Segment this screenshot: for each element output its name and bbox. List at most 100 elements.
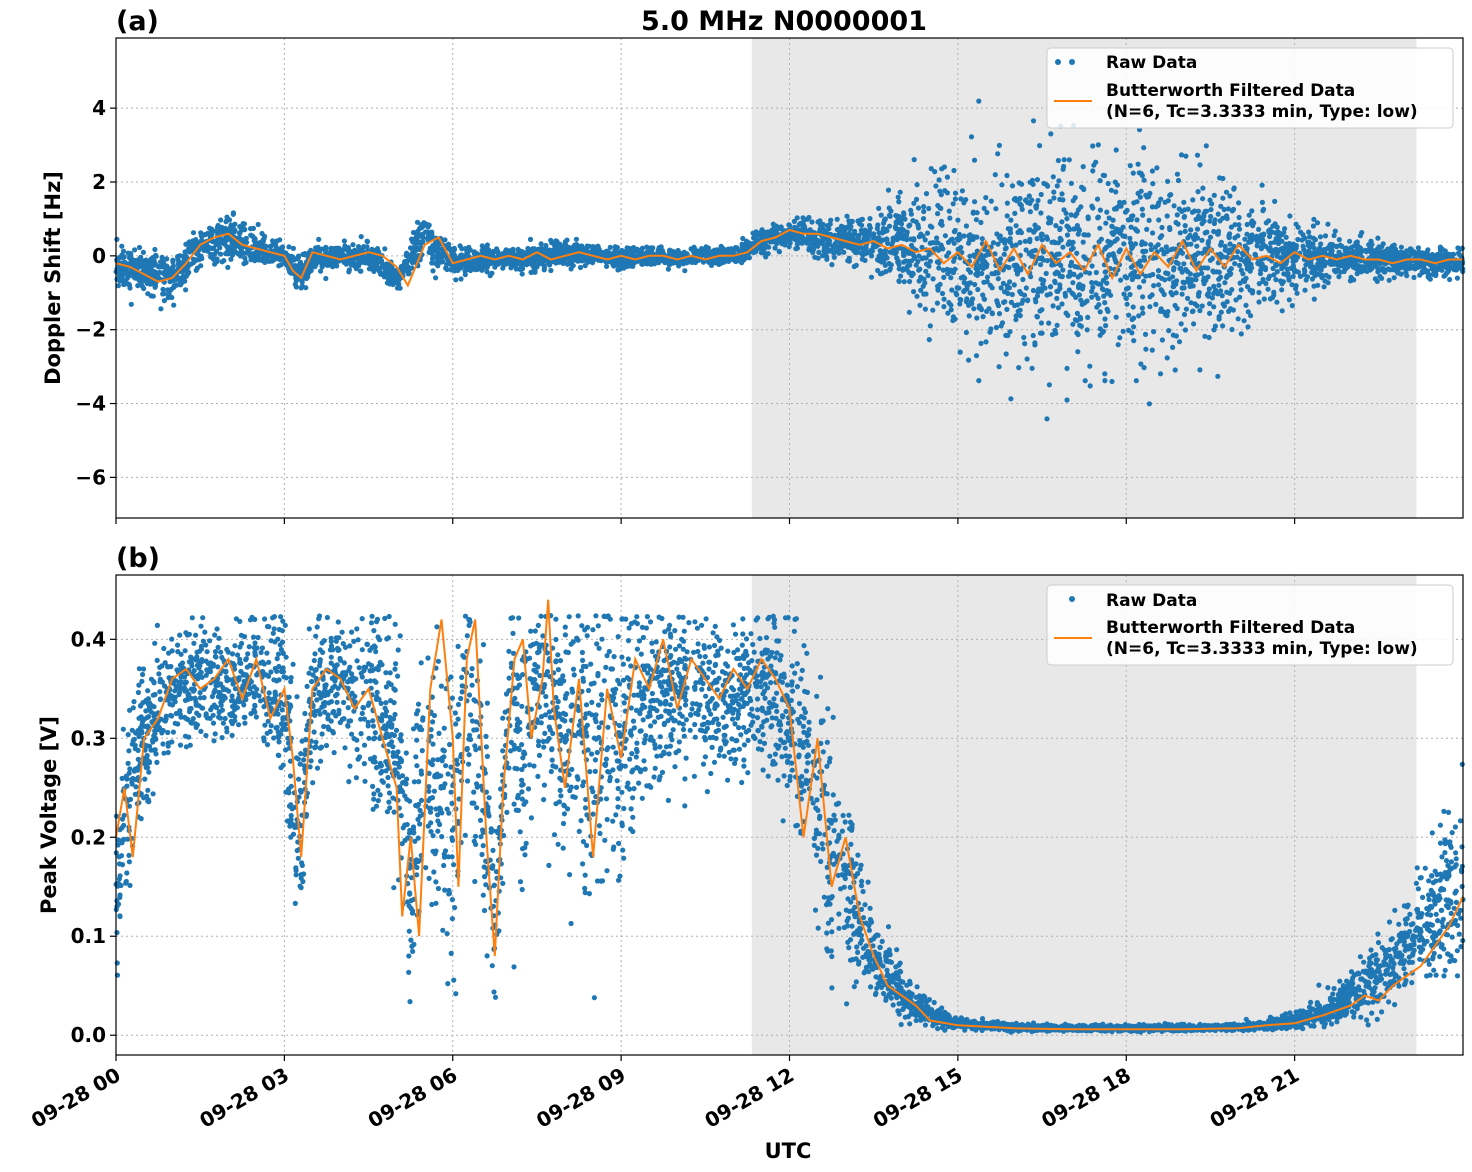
raw-point [1220, 195, 1226, 201]
raw-point [364, 244, 370, 250]
raw-point [1097, 178, 1103, 184]
raw-point [1009, 291, 1015, 298]
raw-point [1194, 303, 1200, 309]
raw-point [1067, 269, 1073, 275]
raw-point [949, 287, 955, 293]
raw-point [1391, 275, 1397, 281]
raw-point [433, 275, 439, 281]
raw-point [932, 169, 938, 175]
raw-point [957, 301, 963, 307]
raw-point [397, 285, 403, 291]
raw-point [956, 285, 962, 291]
raw-point [988, 326, 994, 332]
raw-point [1175, 177, 1182, 184]
raw-point [1256, 226, 1262, 232]
raw-point [1255, 239, 1261, 245]
raw-point [1332, 261, 1338, 267]
raw-point [823, 249, 830, 255]
raw-point [1014, 198, 1020, 204]
raw-point [984, 209, 990, 216]
raw-point [913, 219, 919, 225]
raw-point [922, 237, 928, 243]
raw-point [1055, 157, 1061, 164]
raw-point [1063, 210, 1069, 216]
raw-point [948, 275, 954, 281]
raw-point [1238, 287, 1244, 293]
raw-point [1178, 152, 1185, 158]
raw-point [1054, 322, 1060, 328]
raw-point [913, 262, 919, 268]
raw-point [1020, 276, 1026, 283]
raw-point [1123, 286, 1129, 292]
raw-point [458, 276, 464, 282]
raw-point [828, 217, 834, 223]
raw-point [1317, 234, 1324, 240]
raw-point [1187, 232, 1193, 238]
raw-point [229, 243, 235, 249]
raw-point [1197, 367, 1203, 373]
raw-point [1032, 228, 1038, 234]
raw-point [1265, 276, 1271, 282]
raw-point [1283, 234, 1289, 240]
raw-point [1061, 157, 1067, 163]
raw-point [1274, 253, 1280, 259]
raw-point [959, 188, 966, 194]
raw-point [909, 273, 915, 279]
raw-point [935, 202, 941, 209]
raw-point [428, 250, 434, 256]
raw-point [851, 236, 857, 242]
raw-point [847, 226, 853, 232]
raw-point [1066, 157, 1072, 163]
raw-point [1007, 236, 1013, 242]
raw-point [1127, 216, 1133, 222]
raw-point [1183, 266, 1189, 273]
raw-point [1247, 287, 1253, 293]
raw-point [821, 245, 827, 251]
raw-point [944, 190, 951, 196]
raw-point [1080, 283, 1086, 289]
raw-point [182, 278, 188, 284]
raw-point [993, 206, 999, 212]
raw-point [906, 309, 912, 315]
raw-point [1095, 142, 1101, 148]
raw-point [692, 246, 698, 252]
raw-point [1247, 268, 1253, 274]
raw-point [1224, 299, 1230, 305]
raw-point [1044, 416, 1050, 422]
raw-point [1453, 267, 1459, 273]
raw-point [1310, 223, 1316, 229]
raw-point [957, 296, 963, 302]
raw-point [1128, 224, 1134, 230]
raw-point [925, 272, 931, 279]
raw-point [1087, 383, 1093, 389]
raw-point [944, 174, 951, 180]
raw-point [1216, 269, 1222, 275]
raw-point [1162, 277, 1168, 283]
raw-point [1280, 250, 1286, 256]
raw-point [1294, 290, 1300, 296]
raw-point [433, 259, 440, 265]
raw-point [1353, 240, 1359, 246]
raw-point [816, 249, 822, 255]
raw-point [1141, 177, 1147, 183]
raw-point [1283, 241, 1289, 247]
raw-point [1215, 211, 1221, 217]
raw-point [1118, 277, 1124, 283]
raw-point [160, 286, 166, 292]
raw-point [911, 157, 917, 163]
raw-point [406, 271, 412, 277]
raw-point [114, 236, 120, 242]
raw-point [1026, 227, 1032, 233]
raw-point [971, 252, 977, 258]
raw-point [238, 248, 244, 254]
raw-point [1191, 321, 1197, 327]
raw-point [138, 254, 144, 260]
raw-point [923, 261, 930, 267]
raw-point [457, 243, 463, 249]
raw-point [297, 259, 304, 265]
raw-point [625, 263, 631, 269]
raw-point [966, 357, 972, 363]
raw-point [1097, 225, 1103, 231]
raw-point [1064, 232, 1071, 238]
raw-point [1314, 220, 1321, 226]
